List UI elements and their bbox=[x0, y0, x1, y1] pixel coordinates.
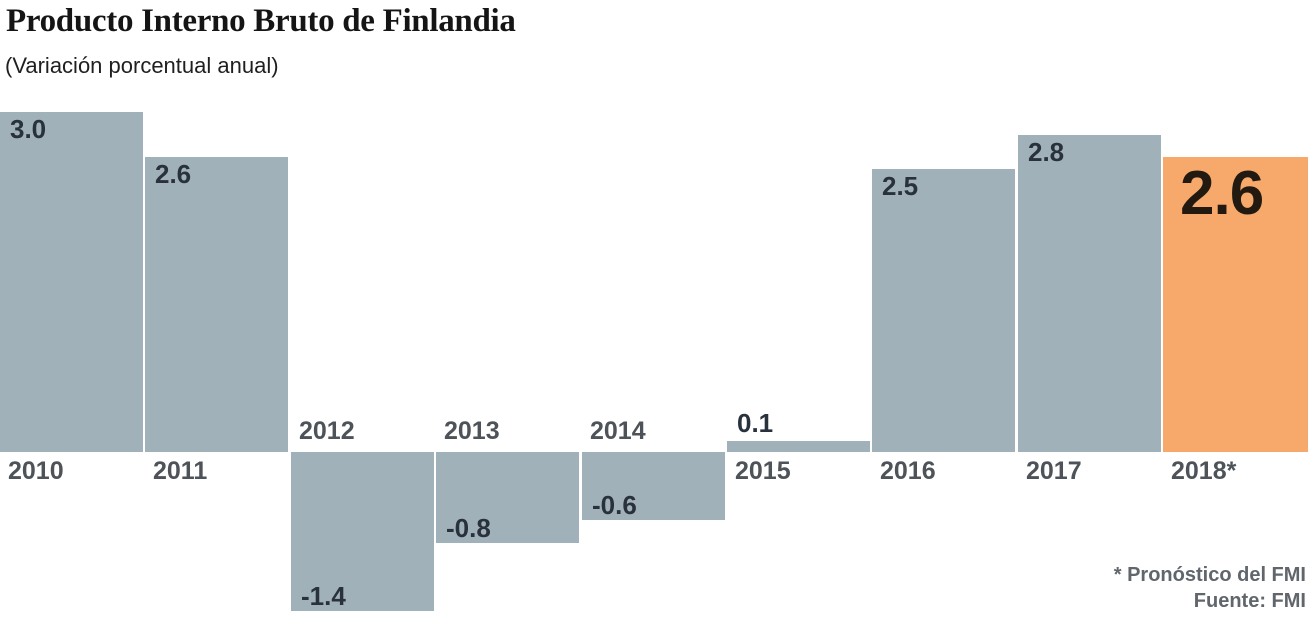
value-label-2015: 0.1 bbox=[737, 408, 774, 438]
value-label-2012: -1.4 bbox=[301, 581, 346, 611]
value-label-2013: -0.8 bbox=[446, 513, 491, 543]
value-label-2018: 2.6 bbox=[1180, 159, 1264, 228]
year-label-2017: 2017 bbox=[1026, 457, 1082, 485]
footnote-source: Fuente: FMI bbox=[1193, 590, 1306, 612]
bar-2012 bbox=[291, 452, 434, 611]
year-label-2018: 2018* bbox=[1171, 457, 1237, 485]
year-label-2013: 2013 bbox=[444, 417, 500, 445]
page-title: Producto Interno Bruto de Finlandia bbox=[6, 3, 516, 39]
chart-footnotes: * Pronóstico del FMI Fuente: FMI bbox=[1114, 562, 1306, 614]
value-label-2017: 2.8 bbox=[1028, 137, 1065, 167]
bar-2011 bbox=[145, 157, 288, 452]
footnote-forecast: * Pronóstico del FMI bbox=[1113, 564, 1306, 586]
value-label-2016: 2.5 bbox=[882, 171, 919, 201]
bar-2016 bbox=[872, 169, 1015, 452]
year-label-2014: 2014 bbox=[590, 417, 646, 445]
bar-2013 bbox=[436, 452, 579, 543]
bar-2014 bbox=[582, 452, 725, 520]
year-label-2010: 2010 bbox=[8, 457, 64, 485]
page-subtitle: (Variación porcentual anual) bbox=[5, 53, 279, 78]
bar-2018 bbox=[1163, 157, 1308, 452]
year-label-2016: 2016 bbox=[880, 457, 936, 485]
bar-2017 bbox=[1018, 135, 1161, 452]
value-label-2014: -0.6 bbox=[592, 490, 637, 520]
bar-2015 bbox=[727, 441, 870, 452]
value-label-2011: 2.6 bbox=[155, 159, 192, 189]
value-label-2010: 3.0 bbox=[10, 114, 47, 144]
bar-2010 bbox=[0, 112, 143, 452]
year-label-2011: 2011 bbox=[153, 457, 208, 485]
year-label-2012: 2012 bbox=[299, 417, 355, 445]
year-label-2015: 2015 bbox=[735, 457, 791, 485]
